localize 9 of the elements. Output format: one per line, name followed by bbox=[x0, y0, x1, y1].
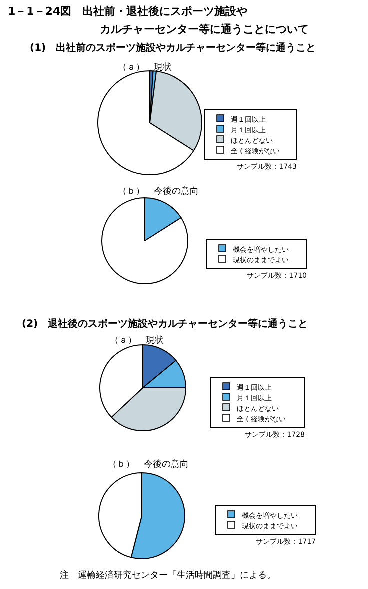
chart-title: （ｂ） 今後の意向 bbox=[118, 186, 199, 197]
text: 注 運輸経済研究センター「生活時間調査」による。 bbox=[60, 570, 276, 581]
chart-title: （ａ） 現状 bbox=[118, 62, 172, 73]
chart-title: （ｂ） 今後の意向 bbox=[108, 459, 189, 470]
text: カルチャーセンター等に通うことについて bbox=[100, 23, 309, 36]
text: (2) 退社後のスポーツ施設やカルチャーセンター等に通うこと bbox=[22, 318, 308, 330]
chart-title: （ａ） 現状 bbox=[110, 335, 164, 346]
text: (1) 出社前のスポーツ施設やカルチャーセンター等に通うこと bbox=[30, 42, 316, 54]
text: 1－1－24図 出社前・退社後にスポーツ施設や bbox=[8, 5, 248, 18]
